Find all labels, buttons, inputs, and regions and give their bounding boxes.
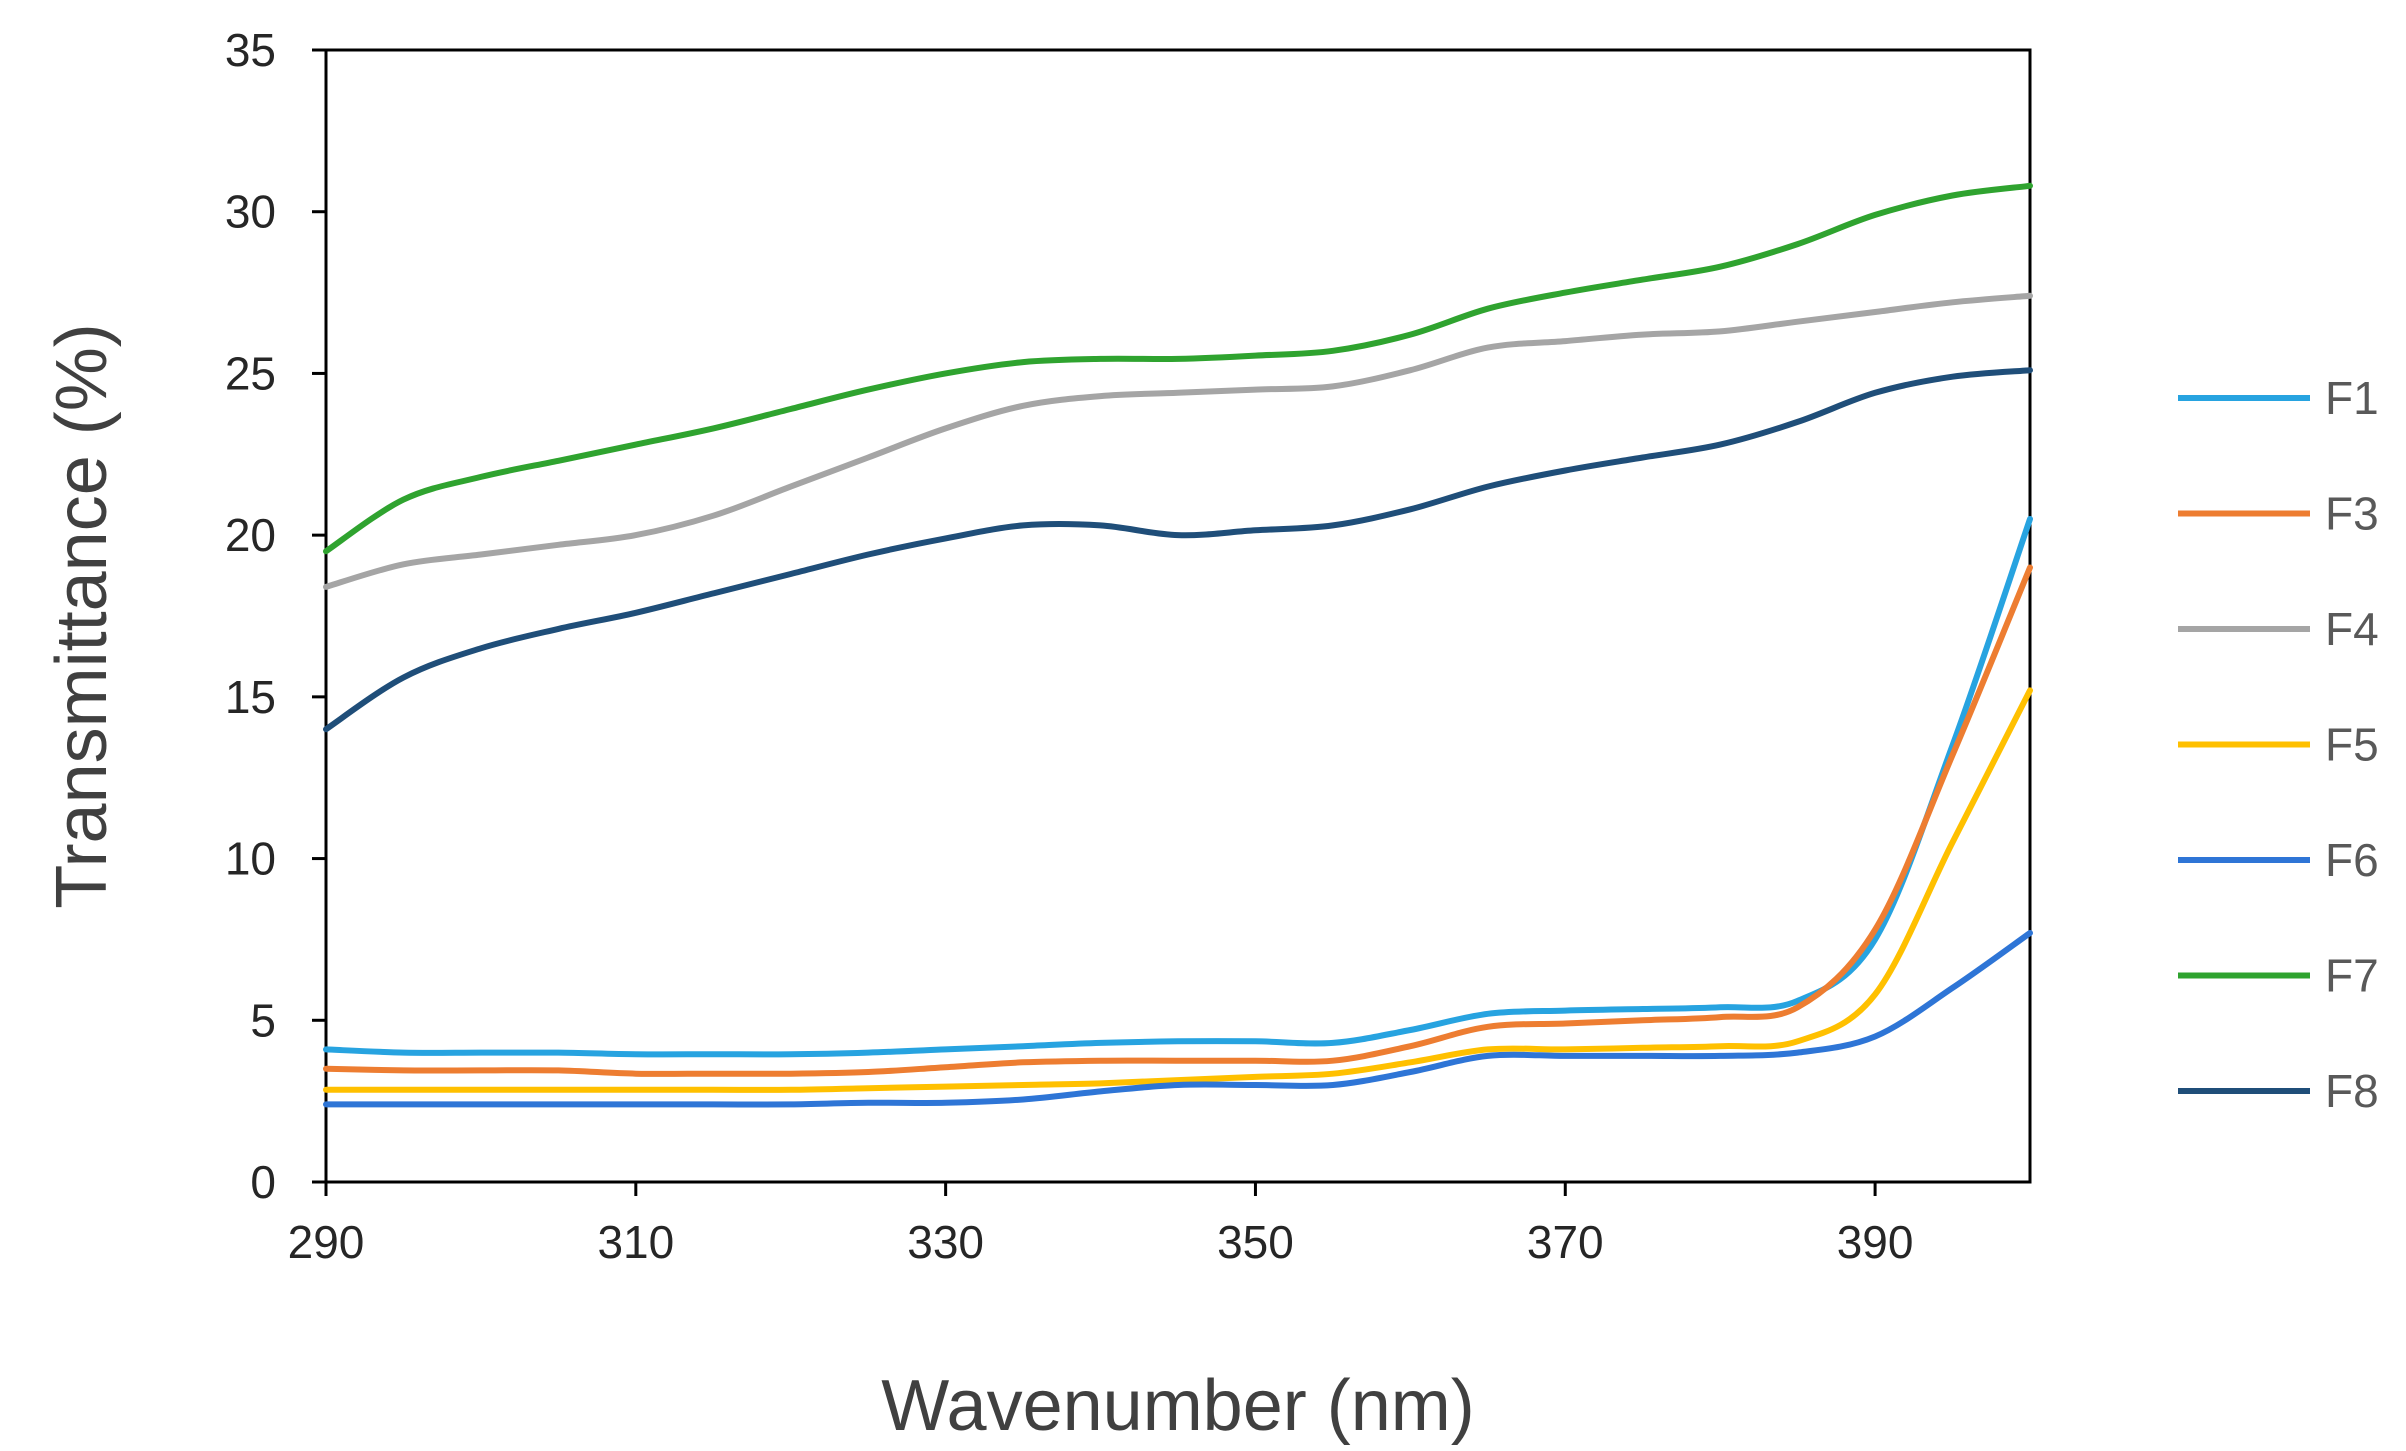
y-tick-label: 35 (225, 24, 276, 76)
plot-frame (324, 48, 2032, 1184)
x-tick-label: 350 (1217, 1216, 1294, 1268)
series-lines (323, 182, 2033, 1108)
x-tick-label: 370 (1527, 1216, 1604, 1268)
legend-label-f5: F5 (2325, 719, 2379, 771)
y-axis-title: Transmittance (%) (42, 323, 122, 908)
x-tick-label: 290 (288, 1216, 365, 1268)
x-tick-label: 390 (1837, 1216, 1914, 1268)
y-tick-label: 5 (250, 994, 276, 1046)
series-line-f5 (323, 687, 2033, 1093)
series-line-f8 (323, 367, 2033, 733)
y-tick-label: 15 (225, 671, 276, 723)
y-tick-label: 25 (225, 347, 276, 399)
y-axis-ticks: 0 5 10 15 20 25 30 35 (225, 24, 326, 1208)
legend-label-f7: F7 (2325, 950, 2379, 1002)
series-line-f3 (323, 564, 2033, 1077)
series-line-f4 (323, 292, 2033, 590)
legend-label-f8: F8 (2325, 1065, 2379, 1117)
x-axis-title: Wavenumber (nm) (881, 1366, 1474, 1446)
legend: F1 F3 F4 F5 F6 F7 F8 (2178, 372, 2379, 1117)
x-axis-ticks: 290 310 330 350 370 390 (288, 1182, 1914, 1268)
x-tick-label: 330 (907, 1216, 984, 1268)
y-tick-label: 0 (250, 1156, 276, 1208)
legend-label-f6: F6 (2325, 834, 2379, 886)
legend-label-f3: F3 (2325, 488, 2379, 540)
x-tick-label: 310 (597, 1216, 674, 1268)
legend-label-f4: F4 (2325, 603, 2379, 655)
y-tick-label: 10 (225, 833, 276, 885)
y-tick-label: 30 (225, 186, 276, 238)
series-line-f1 (323, 516, 2033, 1058)
legend-label-f1: F1 (2325, 372, 2379, 424)
series-line-f6 (323, 930, 2033, 1108)
y-tick-label: 20 (225, 509, 276, 561)
plot-area: 290 310 330 350 370 390 0 5 10 15 20 25 30 35 (225, 24, 2033, 1268)
series-line-f7 (323, 182, 2033, 555)
